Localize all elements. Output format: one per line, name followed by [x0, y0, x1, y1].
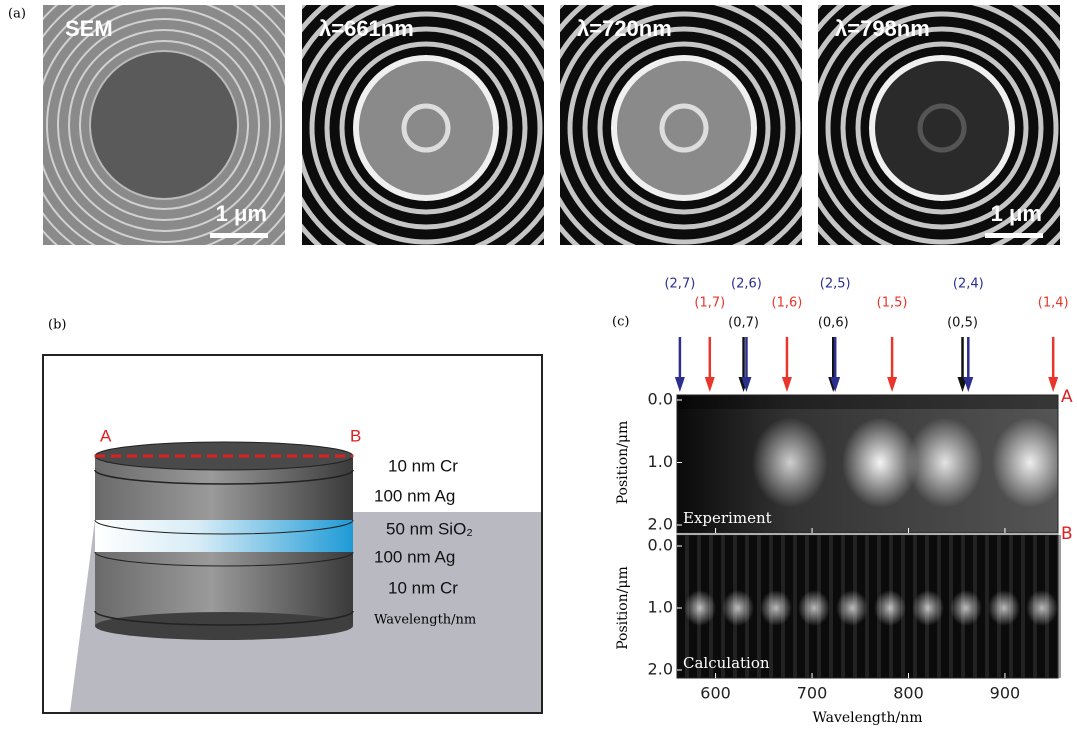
panel-tag: Calculation — [683, 654, 770, 672]
mode-label: (2,4) — [953, 277, 984, 292]
panel-label: (b) — [48, 318, 66, 333]
micrograph — [0, 0, 347, 308]
scale-bar — [985, 233, 1043, 238]
mode-label: (2,6) — [731, 277, 762, 292]
x-tick-label: 700 — [797, 684, 828, 703]
figure: (a) (b) (c) SEM 1 μm λ=661nm λ=720nm λ=798nm… — [0, 0, 1077, 733]
mode-arrow — [705, 337, 715, 392]
mode-label: (1,6) — [772, 296, 803, 311]
mode-arrow — [887, 337, 897, 392]
x-tick-label: 900 — [990, 684, 1021, 703]
panel-tag: Experiment — [683, 509, 772, 527]
mode-label: (1,7) — [694, 296, 725, 311]
image-label: λ=720nm — [577, 16, 672, 41]
x-tick-label: 600 — [700, 684, 731, 703]
layer-label: 10 nm Cr — [388, 456, 458, 475]
micrograph — [237, 0, 615, 317]
mode-arrow — [1048, 337, 1058, 392]
y-axis-label: Position/μm — [615, 421, 631, 505]
layer-label: 100 nm Ag — [374, 547, 455, 566]
layer-label: 10 nm Cr — [388, 578, 458, 597]
point-label: A — [1061, 387, 1073, 407]
scale-bar — [210, 233, 268, 238]
micrograph — [495, 0, 873, 317]
image-label: λ=798nm — [835, 16, 930, 41]
y-tick-label: 2.0 — [648, 660, 673, 679]
mode-label: (2,5) — [820, 277, 851, 292]
panel-label: (a) — [8, 7, 26, 22]
y-axis-label: Position/μm — [615, 566, 631, 650]
mode-label: (0,7) — [728, 316, 759, 331]
x-axis-label: Wavelength/nm — [812, 710, 922, 726]
mode-label: (2,7) — [664, 277, 695, 292]
y-tick-label: 0.0 — [648, 390, 673, 409]
point-label: B — [1061, 524, 1073, 544]
mode-label: (1,4) — [1038, 296, 1069, 311]
scale-label: 1 μm — [991, 201, 1042, 226]
layer-label: 100 nm Ag — [374, 486, 455, 505]
x-tick-label: 800 — [893, 684, 924, 703]
mode-label: (0,5) — [947, 316, 978, 331]
layer-label: 50 nm SiO₂ — [386, 519, 473, 538]
y-tick-label: 2.0 — [648, 515, 673, 534]
point-label: B — [350, 426, 361, 445]
mode-arrow — [782, 337, 792, 392]
image-label: SEM — [65, 16, 113, 41]
image-label: λ=661nm — [319, 16, 414, 41]
y-tick-label: 1.0 — [648, 452, 673, 471]
y-tick-label: 1.0 — [648, 598, 673, 617]
panel-label: (c) — [612, 315, 629, 330]
mode-arrow — [675, 337, 685, 392]
point-label: A — [100, 426, 112, 445]
mode-label: (0,6) — [818, 316, 849, 331]
note: Wavelength/nm — [374, 613, 476, 628]
mode-label: (1,5) — [877, 296, 908, 311]
scale-label: 1 μm — [216, 201, 267, 226]
y-tick-label: 0.0 — [648, 536, 673, 555]
